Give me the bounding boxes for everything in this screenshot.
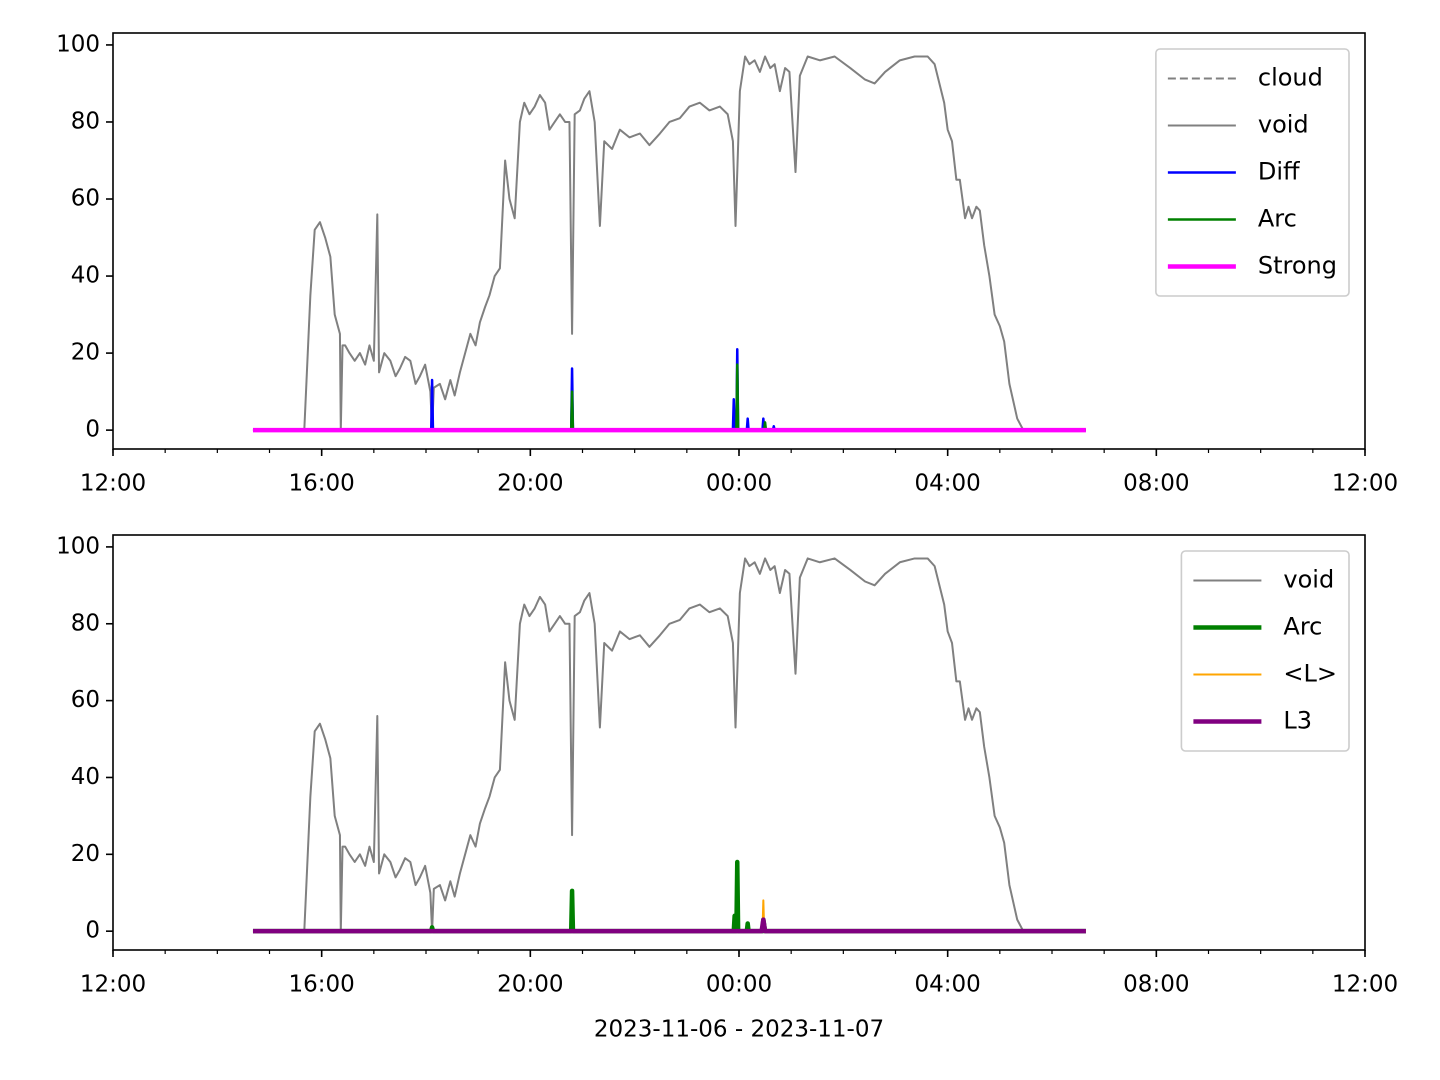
x-tick-label: 12:00	[1332, 972, 1398, 998]
x-tick-label: 12:00	[1332, 471, 1398, 497]
data-line	[252, 899, 1086, 933]
legend-label: void	[1258, 111, 1309, 139]
legend-label: L3	[1283, 707, 1312, 735]
legend-label: Strong	[1258, 252, 1337, 280]
legend-label: Arc	[1258, 205, 1297, 233]
x-tick-label: 04:00	[915, 972, 981, 998]
y-tick-label: 60	[71, 687, 100, 713]
data-line	[252, 55, 1086, 432]
y-tick-label: 40	[71, 263, 100, 289]
legend-label: Arc	[1283, 613, 1322, 641]
legend-box	[1155, 48, 1350, 297]
x-tick-label: 20:00	[497, 972, 563, 998]
x-axis-label: 2023-11-06 - 2023-11-07	[594, 1017, 884, 1043]
y-tick-label: 40	[71, 764, 100, 790]
y-tick-label: 80	[71, 610, 100, 636]
legend-label: <L>	[1283, 660, 1337, 688]
data-line	[252, 557, 1086, 933]
legend-label: void	[1283, 566, 1334, 594]
x-tick-label: 12:00	[80, 471, 146, 497]
y-tick-label: 20	[71, 841, 100, 867]
y-tick-label: 20	[71, 340, 100, 366]
x-tick-label: 16:00	[289, 972, 355, 998]
x-tick-label: 04:00	[915, 471, 981, 497]
y-tick-label: 80	[71, 108, 100, 134]
x-tick-label: 00:00	[706, 972, 772, 998]
x-tick-label: 12:00	[80, 972, 146, 998]
y-tick-label: 100	[56, 533, 100, 559]
data-line	[252, 917, 1086, 934]
x-tick-label: 00:00	[706, 471, 772, 497]
legend: cloud void Diff Arc Strong	[1155, 48, 1350, 297]
y-tick-label: 60	[71, 186, 100, 212]
legend-label: cloud	[1258, 64, 1323, 92]
x-tick-label: 08:00	[1123, 972, 1189, 998]
x-tick-label: 20:00	[497, 471, 563, 497]
data-line	[252, 347, 1086, 432]
legend: void Arc <L> L3	[1180, 550, 1350, 752]
data-line	[252, 859, 1086, 934]
data-line	[252, 363, 1086, 432]
legend-box	[1180, 550, 1350, 752]
y-tick-label: 100	[56, 31, 100, 57]
y-tick-label: 0	[85, 918, 100, 944]
x-tick-label: 16:00	[289, 471, 355, 497]
legend-label: Diff	[1258, 158, 1300, 186]
x-tick-label: 08:00	[1123, 471, 1189, 497]
y-tick-label: 0	[85, 417, 100, 443]
